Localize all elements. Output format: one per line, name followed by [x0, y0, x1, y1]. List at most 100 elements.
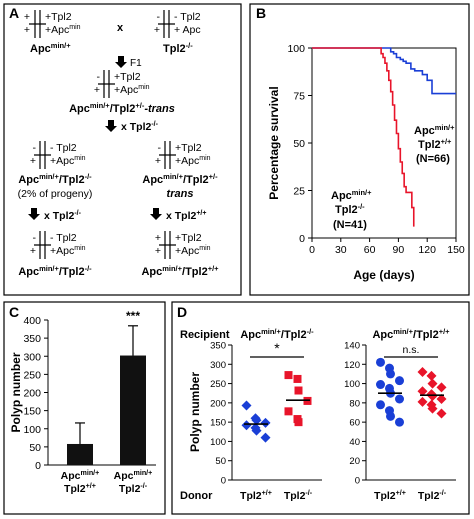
svg-text:+Apcmin: +Apcmin — [50, 155, 86, 167]
data-point — [417, 367, 428, 377]
survival-chart: 0 30 60 90 120 150 0 25 50 75 100 Age (days) Percent… — [267, 43, 465, 282]
y-tick-label: 80 — [349, 398, 360, 409]
y-tick-label: 0 — [221, 476, 226, 487]
svg-text:+Apcmin: +Apcmin — [114, 84, 150, 96]
data-point — [395, 417, 404, 427]
arrow-cross-3-left: x Tpl2-/- — [28, 208, 82, 222]
arrow-f1: F1 — [115, 56, 142, 69]
cross-symbol: x — [117, 22, 124, 34]
data-point — [251, 415, 262, 426]
gen4-left-genotype: - + - Tpl2 +Apcmin Apcmin/+/Tpl2-/- — [18, 231, 92, 278]
svg-text:- Tpl2: - Tpl2 — [50, 142, 77, 154]
svg-text:-: - — [158, 142, 162, 154]
svg-text:+ Apc: + Apc — [174, 24, 201, 36]
svg-text:+: + — [24, 24, 30, 36]
svg-text:(2% of progeny): (2% of progeny) — [18, 188, 93, 200]
svg-text:Apcmin/+: Apcmin/+ — [30, 41, 71, 55]
arrow-cross-3-right: x Tpl2+/+ — [150, 208, 206, 222]
y-tick-label: 200 — [210, 398, 226, 409]
svg-text:+Tpl2: +Tpl2 — [114, 71, 141, 83]
y-tick-label: 20 — [349, 456, 360, 467]
panel-b-letter: B — [256, 5, 266, 21]
donor-label: Donor — [180, 490, 213, 502]
donor-genotype: Tpl2-/- — [284, 489, 313, 502]
data-point — [436, 382, 447, 393]
y-tick-label: 120 — [344, 360, 360, 371]
category-label-line1: Apcmin/+ — [114, 469, 153, 482]
data-point — [251, 425, 262, 436]
svg-text:+: + — [30, 245, 36, 257]
x-tick-label: 0 — [309, 244, 315, 256]
donor-genotype: Tpl2+/+ — [240, 489, 272, 502]
data-point — [294, 418, 303, 427]
svg-text:- Tpl2: - Tpl2 — [174, 11, 201, 23]
x-tick-label: 90 — [393, 244, 405, 256]
y-tick-label: 40 — [349, 437, 360, 448]
significance-mark: * — [274, 340, 280, 356]
svg-text:+: + — [155, 155, 161, 167]
x-tick-label: 150 — [447, 244, 465, 256]
data-point — [260, 417, 271, 428]
svg-text:trans: trans — [167, 188, 194, 200]
y-tick-label: 150 — [210, 418, 226, 429]
data-point — [436, 394, 447, 404]
panel-d: D Recipient Donor Polyp number Apcmin/+/Tpl… — [171, 301, 470, 515]
data-point — [426, 370, 437, 381]
gen4-right-genotype: + + +Tpl2 +Apcmin Apcmin/+/Tpl2+/+ — [141, 231, 219, 278]
y-tick-label: 100 — [344, 379, 360, 390]
data-point — [436, 408, 447, 419]
bar — [120, 355, 146, 465]
svg-text:Apcmin/+/Tpl2+/+: Apcmin/+/Tpl2+/+ — [141, 264, 219, 278]
legend-ko-line1: Apcmin/+ — [331, 188, 372, 202]
svg-text:+: + — [30, 155, 36, 167]
recipient-genotype: Apcmin/+/Tpl2+/+ — [372, 327, 450, 341]
svg-text:Apcmin/+/Tpl2+/-: Apcmin/+/Tpl2+/- — [142, 172, 218, 186]
svg-text:Apcmin/+/Tpl2+/--trans: Apcmin/+/Tpl2+/--trans — [69, 101, 175, 115]
svg-text:Apcmin/+/Tpl2-/-: Apcmin/+/Tpl2-/- — [18, 264, 92, 278]
data-point — [284, 407, 293, 416]
y-tick-label: 50 — [293, 138, 305, 150]
svg-text:- Tpl2: - Tpl2 — [50, 232, 77, 244]
data-point — [395, 376, 404, 386]
x-axis-label: Age (days) — [353, 268, 414, 282]
y-tick-label: 0 — [299, 233, 305, 245]
significance-mark: *** — [126, 309, 140, 323]
y-tick-label: 75 — [293, 91, 305, 103]
y-tick-label: 150 — [23, 406, 41, 418]
svg-text:-: - — [97, 71, 101, 83]
series-line-tpl2-wt — [312, 47, 456, 95]
data-point — [386, 369, 395, 379]
data-point — [260, 432, 271, 443]
legend-ko-n: (N=41) — [333, 219, 367, 231]
polyp-bar-chart: 0 50 100 150 200 250 300 350 400 Polyp number Apcm… — [9, 309, 156, 495]
svg-text:+Tpl2: +Tpl2 — [175, 142, 202, 154]
category-label-line1: Apcmin/+ — [61, 469, 100, 482]
x-tick-label: 120 — [418, 244, 436, 256]
x-tick-label: 60 — [364, 244, 376, 256]
y-axis-label: Polyp number — [9, 352, 23, 432]
svg-text:F1: F1 — [130, 58, 142, 69]
data-point — [427, 391, 438, 402]
parent-apc-genotype: + + +Tpl2 +Apcmin Apcmin/+ — [24, 10, 81, 55]
y-tick-label: 300 — [23, 351, 41, 363]
series-line-tpl2-ko — [312, 47, 415, 227]
x-tick-label: 30 — [335, 244, 347, 256]
data-point — [241, 420, 252, 431]
recipient-label: Recipient — [180, 329, 230, 341]
y-tick-label: 0 — [35, 460, 41, 472]
y-tick-label: 250 — [23, 369, 41, 381]
transplant-scatter: Recipient Donor Polyp number Apcmin/+/Tpl2-… — [180, 327, 456, 502]
svg-text:x Tpl2-/-: x Tpl2-/- — [44, 210, 82, 222]
data-point — [427, 403, 438, 414]
donor-genotype: Tpl2-/- — [418, 489, 447, 502]
y-tick-label: 50 — [29, 442, 41, 454]
panel-c: C 0 50 100 150 200 250 300 350 400 Polyp number Ap… — [3, 301, 166, 515]
data-point — [376, 400, 385, 410]
svg-text:x Tpl2-/-: x Tpl2-/- — [121, 121, 159, 133]
y-tick-label: 0 — [355, 476, 360, 487]
bar — [67, 443, 93, 465]
y-axis-label: Polyp number — [188, 372, 202, 452]
svg-text:-: - — [157, 11, 161, 23]
y-tick-label: 100 — [210, 437, 226, 448]
svg-text:+Tpl2: +Tpl2 — [45, 11, 72, 23]
